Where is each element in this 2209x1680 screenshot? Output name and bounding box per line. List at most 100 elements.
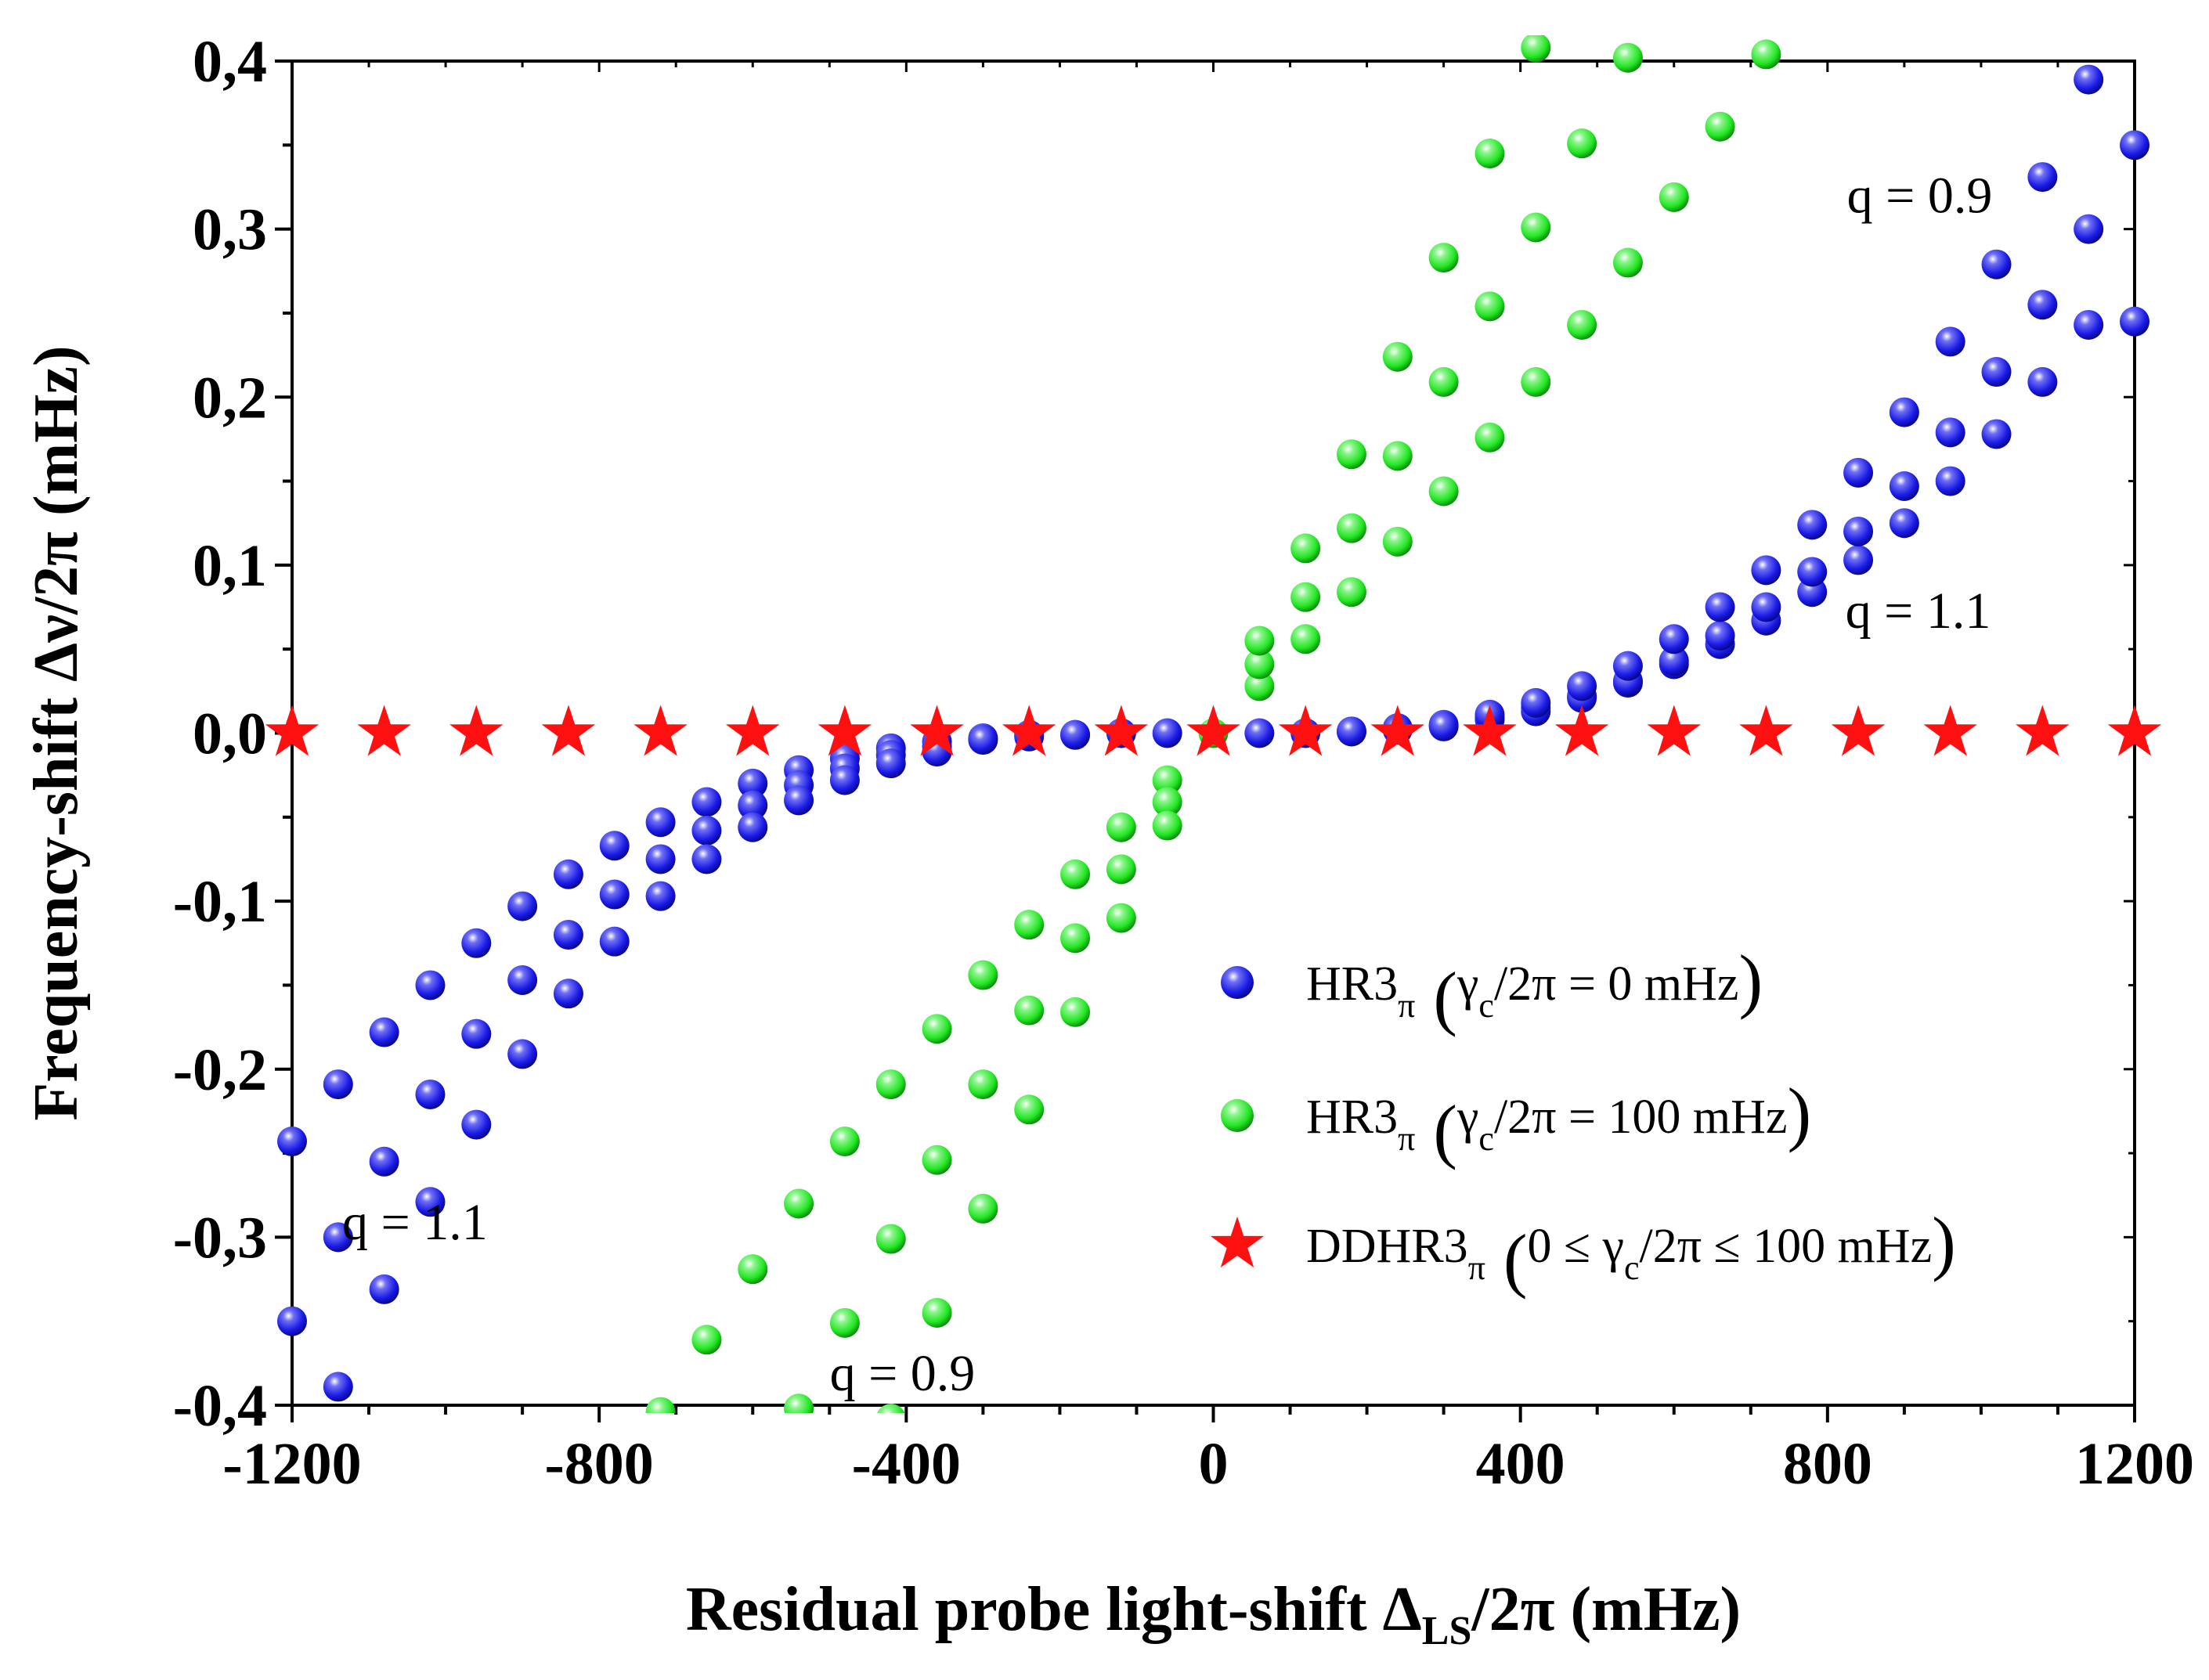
hr3_gamma0-point [1981, 357, 2012, 388]
ddhr3-point [265, 705, 319, 756]
hr3_gamma100-point [738, 1254, 768, 1285]
hr3_gamma0-point [553, 859, 583, 889]
x-axis-title: Residual probe light-shift ΔLS/2π (mHz) [686, 1575, 1741, 1653]
chart-labels: -1200 -800 -400 0 400 800 1200 -0,4 -0,3 -0,2 -0,1… [22, 29, 2194, 1653]
ddhr3-point [1554, 705, 1609, 756]
x-tick-label: -800 [545, 1431, 654, 1497]
hr3_gamma0-point [1889, 397, 1919, 427]
y-tick-label: -0,1 [173, 869, 267, 935]
y-tick-label: -0,2 [173, 1037, 267, 1103]
hr3_gamma100-point [1244, 625, 1275, 656]
hr3_gamma0-point [784, 785, 814, 816]
hr3_gamma0-point [553, 979, 583, 1009]
ddhr3-point [818, 705, 872, 756]
hr3_gamma100-point [1705, 111, 1735, 142]
y-tick-label: -0,3 [173, 1205, 267, 1271]
hr3_gamma100-point [1382, 526, 1413, 557]
hr3_gamma100-point [877, 1404, 905, 1413]
ddhr3-point [2016, 705, 2070, 756]
annotation-label: q = 0.9 [830, 1345, 976, 1402]
hr3_gamma0-point [1797, 557, 1828, 587]
hr3_gamma0-point [461, 1018, 492, 1049]
hr3_gamma100-point [1382, 341, 1413, 372]
hr3_gamma0-point [1751, 592, 1781, 622]
ddhr3-point [541, 705, 596, 756]
hr3_gamma0-point [507, 1039, 538, 1069]
ddhr3-point [1923, 705, 1977, 756]
hr3_gamma100-point [691, 1325, 722, 1355]
hr3_gamma0-point [1935, 326, 1965, 357]
hr3_gamma100-point [1106, 854, 1136, 885]
hr3_gamma100-point [1106, 903, 1136, 933]
hr3_gamma100-point [1290, 533, 1321, 564]
hr3_gamma0-point [553, 920, 583, 950]
annotation-label: q = 1.1 [1846, 582, 1991, 640]
hr3_gamma0-point [323, 1222, 353, 1253]
hr3_gamma100-point [829, 1307, 860, 1338]
hr3_gamma0-point [1843, 516, 1874, 546]
x-tick-label: 1200 [2075, 1431, 2194, 1497]
hr3_gamma0-point [369, 1274, 399, 1304]
x-tick-label: -400 [852, 1431, 961, 1497]
hr3_gamma100-point [1244, 649, 1275, 680]
hr3_gamma0-point [645, 881, 676, 911]
hr3_gamma100-point [829, 1127, 860, 1157]
ddhr3-point [1647, 705, 1701, 756]
hr3_gamma100-point [1612, 247, 1643, 278]
hr3_gamma100-point [1659, 182, 1689, 212]
hr3_gamma100-point [968, 1193, 998, 1224]
hr3_gamma100-point [1014, 910, 1045, 940]
hr3_gamma100-point [1474, 291, 1505, 322]
hr3_gamma100-point [968, 1069, 998, 1100]
hr3_gamma0-point [2074, 309, 2104, 340]
hr3_gamma0-point [461, 928, 492, 958]
hr3_gamma100-point [1751, 39, 1781, 70]
ddhr3-point [2107, 705, 2162, 756]
hr3_gamma100-point [645, 1397, 676, 1413]
hr3_gamma0-point [1981, 249, 2012, 279]
legend-label: HR3π (γc/2π = 0 mHz) [1306, 940, 1763, 1037]
hr3_gamma0-point [507, 891, 538, 921]
ddhr3-point [1739, 705, 1793, 756]
hr3_gamma100-point [922, 1297, 952, 1328]
ddhr3-point [357, 705, 411, 756]
hr3_gamma0-point [2027, 366, 2058, 397]
hr3_gamma100-point [1152, 787, 1182, 817]
ddhr3-point [633, 705, 688, 756]
hr3_gamma100-point [1521, 366, 1551, 397]
ddhr3-point [910, 705, 964, 756]
hr3_gamma100-point [1567, 309, 1597, 340]
hr3_gamma100-point [875, 1069, 906, 1100]
hr3_gamma0-point [1659, 646, 1689, 676]
hr3_gamma0-point [507, 964, 538, 995]
hr3_gamma0-point [1060, 719, 1091, 750]
legend: HR3π (γc/2π = 0 mHz) HR3π (γc/2π = 100 mH… [1210, 940, 1956, 1300]
hr3_gamma0-point [2120, 130, 2149, 160]
legend-entry: HR3π (γc/2π = 100 mHz) [1221, 1073, 1811, 1170]
hr3_gamma0-point [2074, 64, 2104, 95]
hr3_gamma100-point [1152, 810, 1182, 841]
x-tick-label: -1200 [222, 1431, 361, 1497]
hr3_gamma0-point [599, 831, 630, 861]
hr3_gamma0-point [2120, 306, 2149, 337]
hr3_gamma100-point [922, 1145, 952, 1175]
y-tick-label: 0,0 [193, 701, 267, 767]
hr3_gamma0-point [691, 815, 722, 845]
hr3_gamma0-point [1244, 718, 1275, 748]
hr3_gamma0-point [1428, 711, 1459, 741]
legend-entry: HR3π (γc/2π = 0 mHz) [1221, 940, 1763, 1037]
ddhr3-point [1094, 705, 1149, 756]
ddhr3-point [1186, 705, 1240, 756]
ddhr3-point [1370, 705, 1424, 756]
y-axis-title: Frequency-shift Δν/2π (mHz) [22, 345, 91, 1120]
hr3_gamma100-point [1290, 582, 1321, 612]
hr3_gamma0-point [323, 1069, 353, 1100]
hr3_gamma0-point [1567, 671, 1597, 701]
hr3_gamma100-point [1060, 997, 1091, 1027]
hr3_gamma100-point [1014, 995, 1045, 1026]
y-tick-label: -0,4 [173, 1373, 267, 1439]
hr3_gamma100-point [968, 960, 998, 990]
hr3_gamma0-point [2074, 214, 2104, 244]
hr3_gamma0-point [691, 787, 722, 817]
hr3_gamma0-point [1935, 466, 1965, 496]
